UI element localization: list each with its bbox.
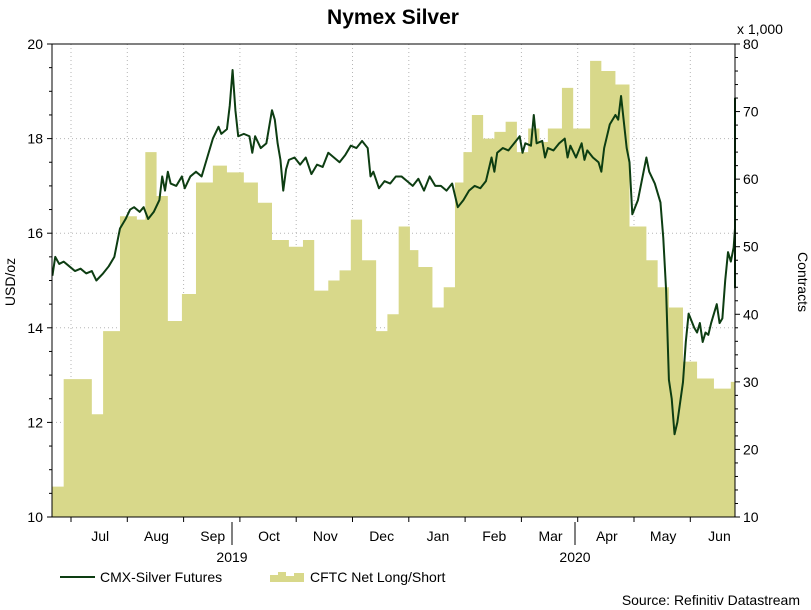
- right-tick-label: 60: [743, 171, 759, 187]
- legend-silver-label: CMX-Silver Futures: [100, 569, 222, 585]
- left-tick-label: 16: [27, 225, 43, 241]
- legend: CMX-Silver Futures CFTC Net Long/Short: [60, 569, 445, 585]
- source-note: Source: Refinitiv Datastream: [622, 592, 800, 608]
- left-tick-label: 20: [27, 36, 43, 52]
- month-label: Nov: [313, 528, 338, 544]
- left-tick-label: 12: [27, 414, 43, 430]
- month-label: Apr: [596, 528, 618, 544]
- month-label: Jul: [91, 528, 109, 544]
- right-tick-label: 70: [743, 104, 759, 120]
- cftc-area: [52, 60, 735, 518]
- legend-area-swatch: [270, 572, 304, 582]
- month-label: May: [650, 528, 676, 544]
- month-label: Oct: [258, 528, 280, 544]
- month-label: Mar: [538, 528, 562, 544]
- month-label: Aug: [144, 528, 169, 544]
- month-label: Feb: [482, 528, 506, 544]
- left-axis-label: USD/oz: [2, 258, 18, 306]
- right-axis-ticks: 10 20 30 40 50 60 70 80: [735, 36, 759, 525]
- month-label: Jan: [427, 528, 450, 544]
- left-tick-label: 10: [27, 509, 43, 525]
- month-axis-ticks: Jul Aug Sep Oct Nov Dec Jan Feb Mar Apr May Jun: [70, 517, 731, 545]
- month-label: Jun: [708, 528, 731, 544]
- chart-title: Nymex Silver: [327, 6, 459, 29]
- right-tick-label: 80: [743, 36, 759, 52]
- right-tick-label: 20: [743, 441, 759, 457]
- left-axis-ticks: 10 12 14 16 18 20: [27, 36, 52, 525]
- month-label: Dec: [369, 528, 394, 544]
- year-label-2019: 2019: [216, 549, 247, 565]
- right-multiplier: x 1,000: [737, 21, 783, 37]
- right-axis-label: Contracts: [795, 252, 811, 312]
- right-tick-label: 30: [743, 374, 759, 390]
- left-tick-label: 18: [27, 131, 43, 147]
- right-tick-label: 50: [743, 239, 759, 255]
- legend-cftc-label: CFTC Net Long/Short: [310, 569, 445, 585]
- right-tick-label: 40: [743, 306, 759, 322]
- right-tick-label: 10: [743, 509, 759, 525]
- month-label: Sep: [200, 528, 225, 544]
- year-label-2020: 2020: [559, 549, 590, 565]
- left-tick-label: 14: [27, 320, 43, 336]
